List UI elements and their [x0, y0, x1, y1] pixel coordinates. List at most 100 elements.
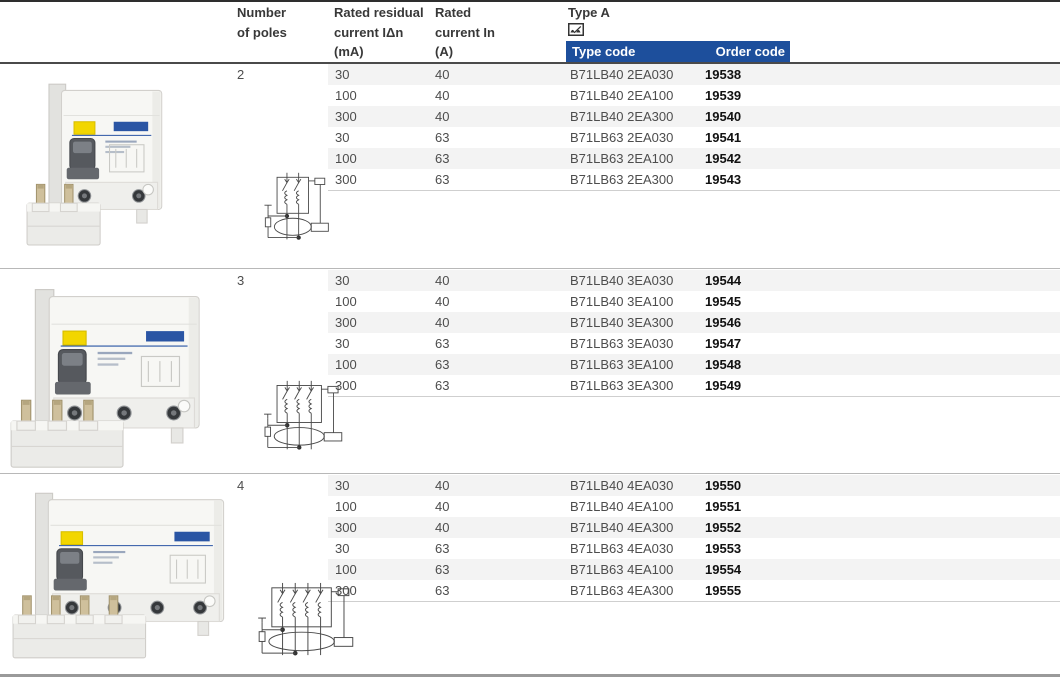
cell-type-code: B71LB40 4EA300 [570, 520, 674, 535]
top-rule [0, 0, 1060, 2]
table-row: 300 40 B71LB40 4EA300 19552 [328, 517, 1060, 538]
cell-residual-current: 300 [335, 172, 357, 187]
table-row: 100 40 B71LB40 3EA100 19545 [328, 291, 1060, 312]
cell-residual-current: 30 [335, 478, 350, 493]
cell-rated-current: 63 [435, 172, 450, 187]
table-row: 300 63 B71LB63 4EA300 19555 [328, 580, 1060, 601]
cell-order-code: 19554 [705, 562, 742, 577]
cell-rated-current: 40 [435, 499, 450, 514]
cell-residual-current: 100 [335, 88, 357, 103]
table-row: 30 63 B71LB63 3EA030 19547 [328, 333, 1060, 354]
cell-residual-current: 100 [335, 357, 357, 372]
wiring-diagram-4-pole [258, 582, 354, 656]
product-image-4-pole [12, 492, 225, 659]
cell-type-code: B71LB63 3EA030 [570, 336, 674, 351]
cell-rated-current: 40 [435, 273, 450, 288]
cell-order-code: 19555 [705, 583, 742, 598]
cell-rated-current: 63 [435, 562, 450, 577]
table-row: 30 40 B71LB40 2EA030 19538 [328, 64, 1060, 85]
wiring-diagram-2-pole [264, 172, 329, 240]
cell-rated-current: 63 [435, 357, 450, 372]
cell-residual-current: 300 [335, 520, 357, 535]
cell-type-code: B71LB63 3EA300 [570, 378, 674, 393]
column-header-poles: Number of poles [237, 5, 287, 40]
cell-type-code: B71LB63 4EA300 [570, 583, 674, 598]
cell-rated-current: 40 [435, 294, 450, 309]
section-rows-3-pole: 30 40 B71LB40 3EA030 19544 100 40 B71LB40 3EA1… [328, 270, 1060, 396]
poles-value: 2 [237, 67, 245, 82]
section-separator [0, 473, 1060, 474]
table-row: 30 63 B71LB63 4EA030 19553 [328, 538, 1060, 559]
product-image-2-pole [26, 83, 163, 246]
cell-type-code: B71LB63 3EA100 [570, 357, 674, 372]
cell-residual-current: 30 [335, 336, 350, 351]
column-header-rated-current: Rated current In (A) [435, 5, 495, 59]
section-separator [0, 268, 1060, 269]
cell-type-code: B71LB63 2EA030 [570, 130, 674, 145]
cell-residual-current: 300 [335, 315, 357, 330]
cell-residual-current: 300 [335, 109, 357, 124]
cell-order-code: 19540 [705, 109, 742, 124]
cell-order-code: 19548 [705, 357, 742, 372]
cell-rated-current: 63 [435, 336, 450, 351]
cell-rated-current: 63 [435, 130, 450, 145]
cell-residual-current: 30 [335, 273, 350, 288]
cell-rated-current: 63 [435, 583, 450, 598]
cell-type-code: B71LB40 4EA100 [570, 499, 674, 514]
table-row: 100 63 B71LB63 4EA100 19554 [328, 559, 1060, 580]
column-header-type-code: Type code [572, 44, 636, 59]
cell-residual-current: 300 [335, 583, 357, 598]
cell-order-code: 19544 [705, 273, 742, 288]
table-row: 100 40 B71LB40 4EA100 19551 [328, 496, 1060, 517]
cell-residual-current: 300 [335, 378, 357, 393]
column-header-residual-current: Rated residual current IΔn (mA) [334, 5, 424, 59]
cell-type-code: B71LB40 3EA100 [570, 294, 674, 309]
table-row: 30 40 B71LB40 4EA030 19550 [328, 475, 1060, 496]
cell-type-code: B71LB63 2EA300 [570, 172, 674, 187]
table-row: 30 63 B71LB63 2EA030 19541 [328, 127, 1060, 148]
cell-residual-current: 30 [335, 130, 350, 145]
cell-residual-current: 30 [335, 541, 350, 556]
cell-residual-current: 100 [335, 562, 357, 577]
section-underline [328, 190, 1060, 191]
wiring-diagram-3-pole [264, 380, 343, 450]
cell-rated-current: 40 [435, 109, 450, 124]
column-header-order-code: Order code [715, 44, 785, 59]
section-rows-4-pole: 30 40 B71LB40 4EA030 19550 100 40 B71LB40 4EA1… [328, 475, 1060, 601]
cell-order-code: 19547 [705, 336, 742, 351]
cell-rated-current: 40 [435, 478, 450, 493]
cell-order-code: 19541 [705, 130, 742, 145]
section-underline [328, 396, 1060, 397]
poles-value: 4 [237, 478, 245, 493]
cell-rated-current: 40 [435, 88, 450, 103]
header-bottom-rule [0, 62, 1060, 64]
cell-order-code: 19542 [705, 151, 742, 166]
table-row: 100 40 B71LB40 2EA100 19539 [328, 85, 1060, 106]
cell-order-code: 19553 [705, 541, 742, 556]
cell-rated-current: 63 [435, 541, 450, 556]
cell-rated-current: 40 [435, 315, 450, 330]
cell-type-code: B71LB40 2EA300 [570, 109, 674, 124]
cell-rated-current: 40 [435, 520, 450, 535]
table-row: 300 40 B71LB40 3EA300 19546 [328, 312, 1060, 333]
cell-type-code: B71LB63 4EA100 [570, 562, 674, 577]
cell-type-code: B71LB40 3EA300 [570, 315, 674, 330]
cell-type-code: B71LB40 3EA030 [570, 273, 674, 288]
cell-rated-current: 40 [435, 67, 450, 82]
cell-order-code: 19545 [705, 294, 742, 309]
table-row: 100 63 B71LB63 3EA100 19548 [328, 354, 1060, 375]
product-image-3-pole [10, 289, 200, 468]
cell-type-code: B71LB40 2EA100 [570, 88, 674, 103]
cell-type-code: B71LB63 2EA100 [570, 151, 674, 166]
table-row: 300 40 B71LB40 2EA300 19540 [328, 106, 1060, 127]
table-row: 300 63 B71LB63 2EA300 19543 [328, 169, 1060, 190]
cell-order-code: 19538 [705, 67, 742, 82]
cell-order-code: 19539 [705, 88, 742, 103]
cell-residual-current: 30 [335, 67, 350, 82]
cell-order-code: 19543 [705, 172, 742, 187]
cell-rated-current: 63 [435, 151, 450, 166]
cell-order-code: 19546 [705, 315, 742, 330]
cell-order-code: 19552 [705, 520, 742, 535]
cell-residual-current: 100 [335, 294, 357, 309]
